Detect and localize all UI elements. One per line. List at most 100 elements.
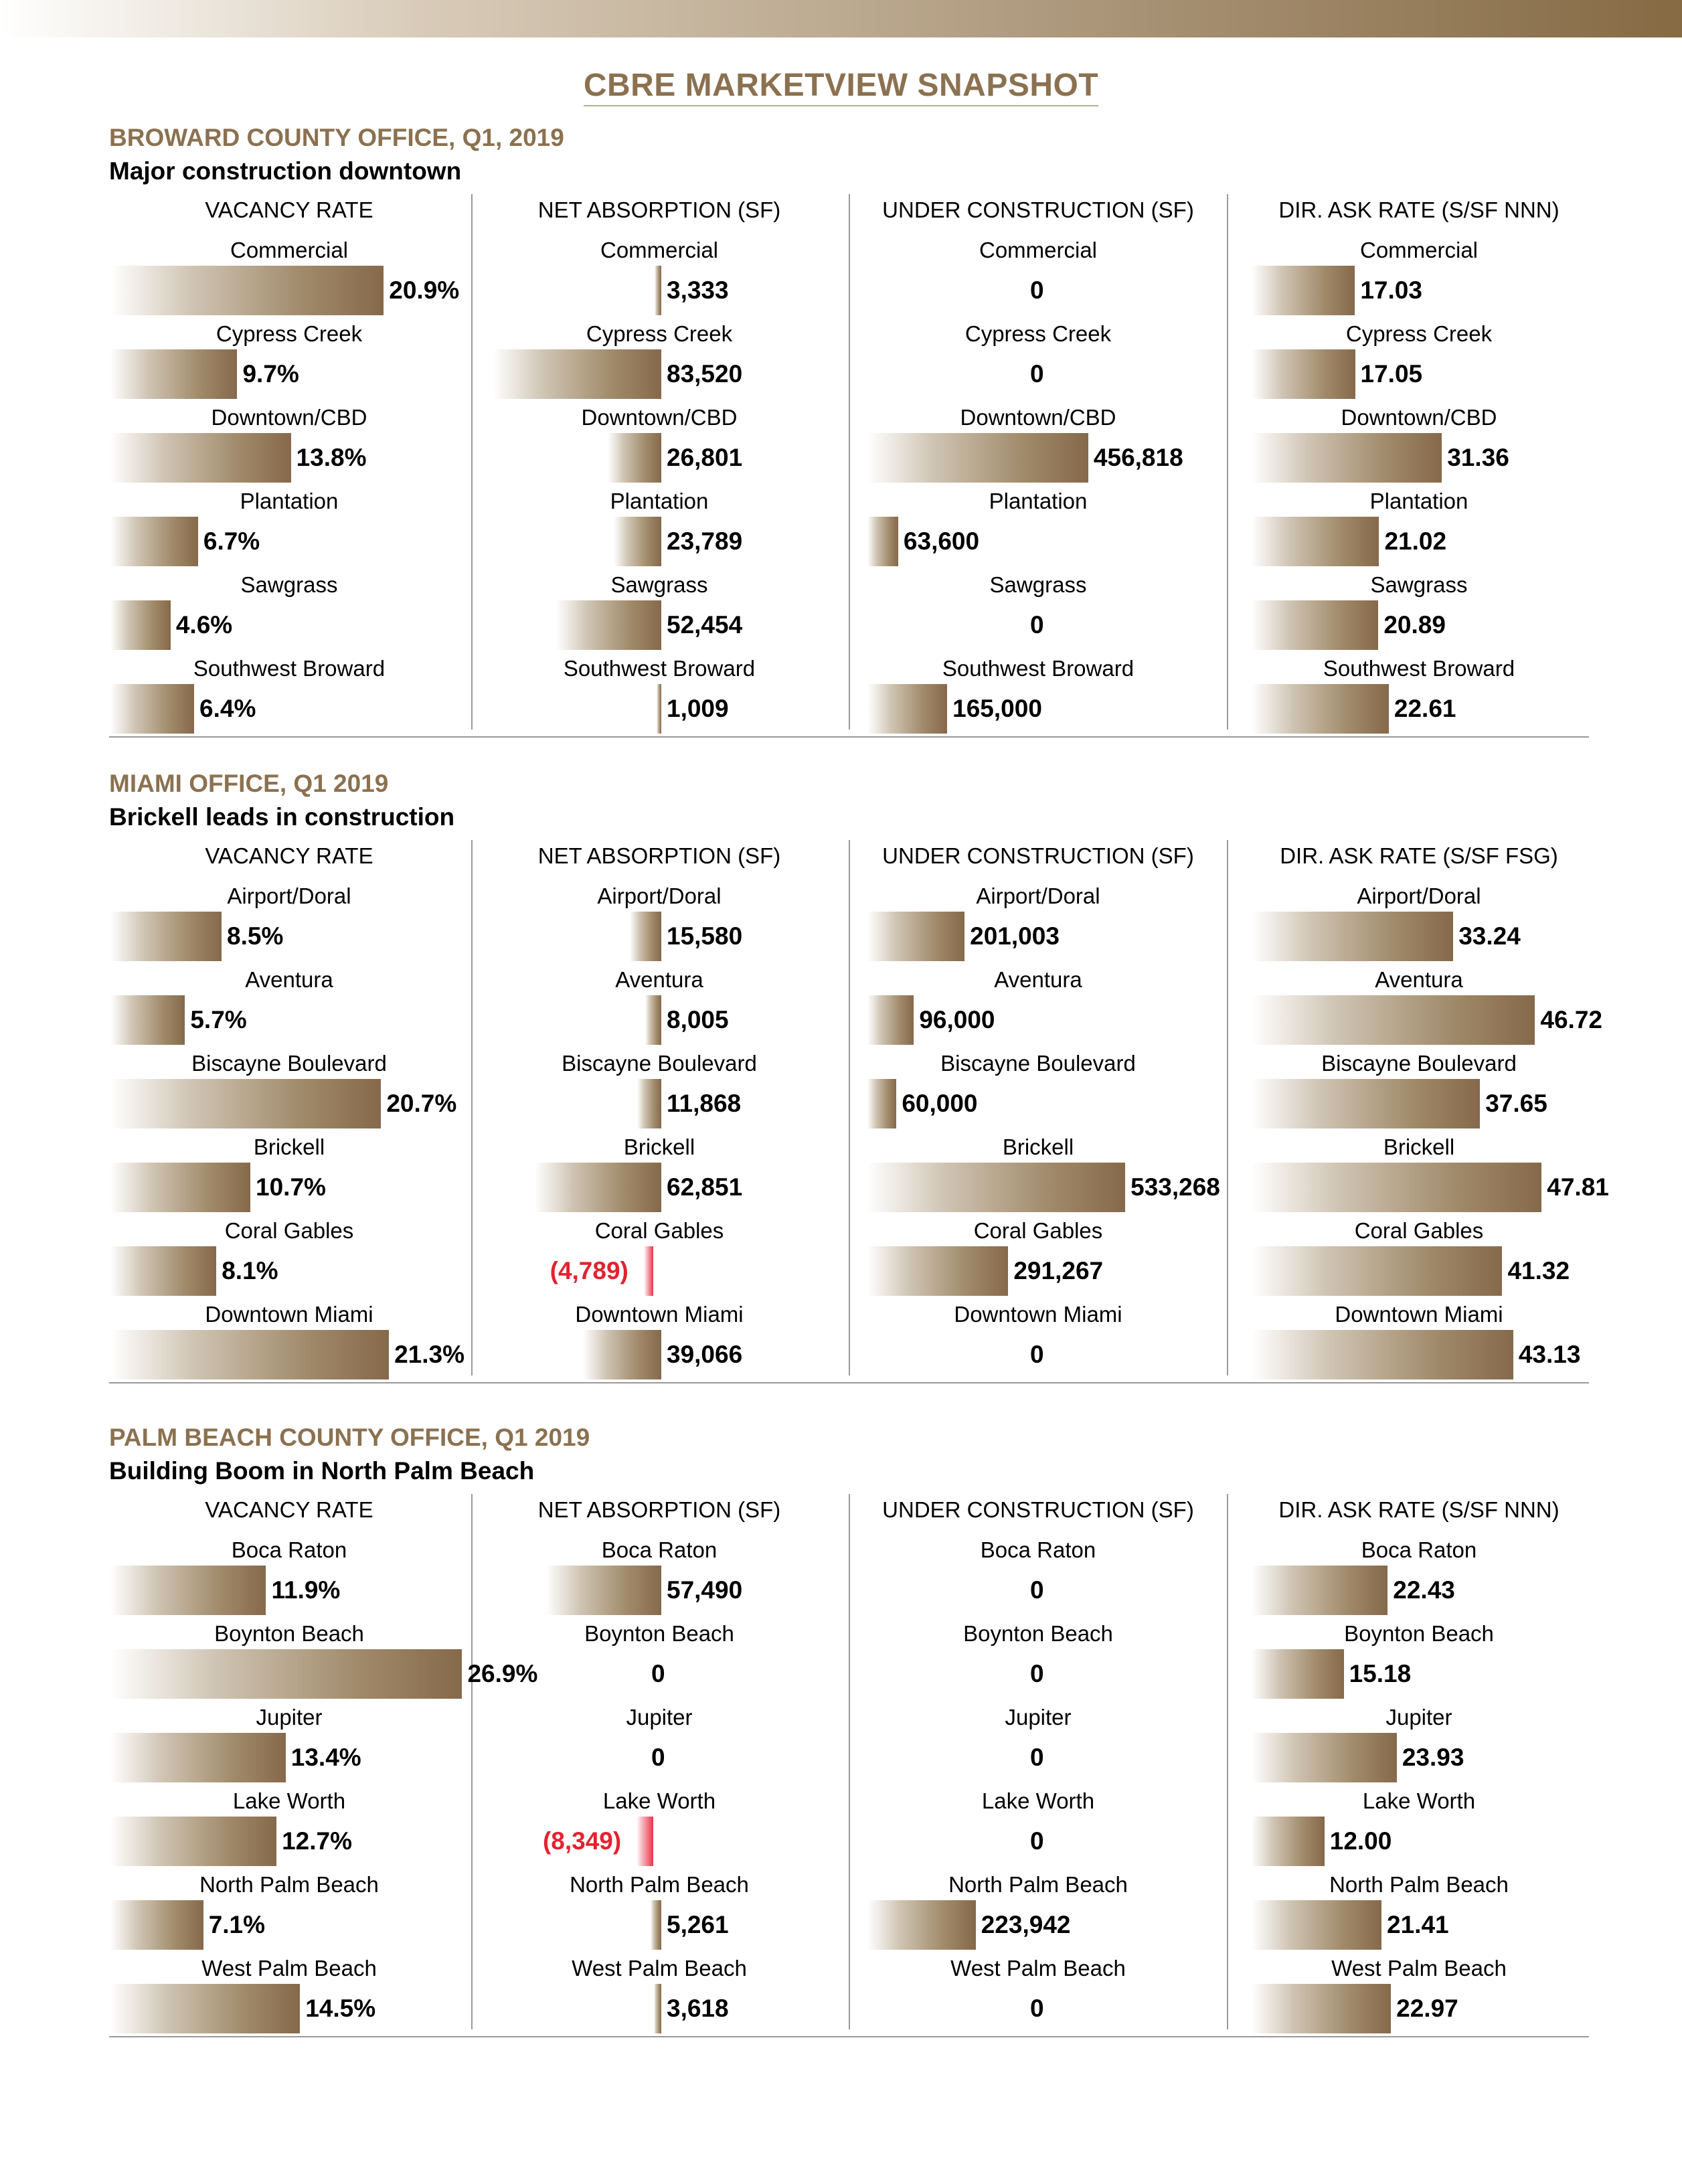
- category-label: Boca Raton: [980, 1537, 1096, 1562]
- category-label: Southwest Broward: [563, 656, 756, 681]
- data-label: 1,009: [667, 695, 729, 722]
- section-divider: [109, 1382, 1589, 1383]
- data-bar: [1252, 600, 1379, 650]
- data-label: 533,268: [1130, 1173, 1220, 1201]
- column-divider: [849, 194, 850, 730]
- data-bar: [1252, 1817, 1325, 1866]
- data-label: 15.18: [1349, 1660, 1412, 1687]
- category-label: Downtown Miami: [575, 1302, 744, 1327]
- category-label: Plantation: [610, 489, 709, 513]
- section-divider: [109, 2036, 1589, 2037]
- data-bar: [1252, 1330, 1513, 1379]
- section-subtitle: Brickell leads in construction: [109, 803, 455, 831]
- data-label: 5.7%: [190, 1006, 247, 1033]
- column-divider: [1227, 194, 1228, 730]
- category-label: Commercial: [979, 238, 1098, 262]
- category-label: Biscayne Boulevard: [562, 1051, 757, 1076]
- category-label: Lake Worth: [232, 1788, 346, 1813]
- category-label: Coral Gables: [224, 1218, 354, 1243]
- data-label: 63,600: [903, 527, 980, 555]
- category-label: Biscayne Boulevard: [940, 1051, 1136, 1076]
- panel-title: UNDER CONSTRUCTION (SF): [882, 843, 1194, 868]
- category-label: Sawgrass: [610, 572, 708, 597]
- data-label: 6.4%: [199, 695, 256, 722]
- data-label: 20.9%: [389, 276, 460, 304]
- data-bar: [110, 349, 238, 399]
- data-label: 0: [1030, 1341, 1044, 1368]
- data-label: 26,801: [667, 444, 743, 471]
- data-label: 22.43: [1393, 1576, 1455, 1604]
- data-label: 0: [1030, 1660, 1044, 1687]
- category-label: Boca Raton: [1361, 1537, 1477, 1562]
- data-bar: [110, 1984, 301, 2033]
- data-bar: [1252, 1163, 1542, 1212]
- data-label: 8.1%: [222, 1257, 278, 1284]
- data-bar: [110, 1566, 266, 1615]
- category-label: North Palm Beach: [1329, 1872, 1509, 1897]
- category-label: Downtown/CBD: [1341, 405, 1497, 430]
- category-label: North Palm Beach: [199, 1872, 379, 1897]
- category-label: Jupiter: [256, 1705, 323, 1730]
- category-label: Southwest Broward: [1323, 656, 1515, 681]
- data-label: 57,490: [667, 1576, 743, 1604]
- category-label: North Palm Beach: [948, 1872, 1128, 1897]
- panel-title: VACANCY RATE: [205, 197, 373, 222]
- data-label: 6.7%: [203, 527, 260, 555]
- data-bar: [535, 1163, 661, 1212]
- category-label: Downtown Miami: [205, 1302, 373, 1327]
- column-divider: [471, 194, 473, 730]
- category-label: Biscayne Boulevard: [1321, 1051, 1517, 1076]
- category-label: Plantation: [240, 489, 339, 513]
- category-label: Cypress Creek: [964, 321, 1112, 346]
- category-label: Brickell: [253, 1135, 325, 1159]
- data-bar: [645, 995, 661, 1045]
- top-decorative-band: [0, 0, 1682, 37]
- data-label: 5,261: [667, 1911, 729, 1938]
- data-label: 0: [651, 1660, 665, 1687]
- data-bar: [630, 912, 661, 961]
- panel-title: NET ABSORPTION (SF): [537, 197, 781, 222]
- data-bar: [867, 517, 898, 566]
- category-label: Airport/Doral: [597, 884, 722, 908]
- category-label: Jupiter: [1005, 1705, 1072, 1730]
- category-label: Aventura: [994, 967, 1082, 992]
- category-label: Coral Gables: [1354, 1218, 1484, 1243]
- category-label: Brickell: [623, 1135, 695, 1159]
- panel-title: DIR. ASK RATE (S/SF NNN): [1278, 1497, 1560, 1522]
- page-title: CBRE MARKETVIEW SNAPSHOT: [0, 67, 1682, 106]
- category-label: Boynton Beach: [963, 1621, 1113, 1646]
- category-label: Aventura: [1375, 967, 1463, 992]
- data-bar: [1252, 912, 1454, 961]
- data-bar: [1252, 1900, 1382, 1950]
- data-label: 3,333: [667, 276, 729, 304]
- category-label: Coral Gables: [594, 1218, 724, 1243]
- category-label: Sawgrass: [989, 572, 1087, 597]
- data-label: 11,868: [667, 1090, 742, 1117]
- category-label: Lake Worth: [981, 1788, 1095, 1813]
- data-bar: [867, 1900, 976, 1950]
- data-label: 21.3%: [394, 1341, 465, 1368]
- data-bar: [1252, 1566, 1388, 1615]
- data-bar: [110, 1246, 217, 1296]
- data-label: 0: [1030, 360, 1044, 388]
- data-bar: [110, 684, 195, 734]
- data-bar: [637, 1079, 661, 1128]
- data-label: 43.13: [1518, 1341, 1581, 1368]
- column-divider: [471, 840, 473, 1375]
- data-label: 46.72: [1540, 1006, 1602, 1033]
- data-label: 223,942: [981, 1911, 1071, 1938]
- data-label: 31.36: [1447, 444, 1509, 471]
- category-label: Southwest Broward: [942, 656, 1134, 681]
- category-label: Airport/Doral: [227, 884, 351, 908]
- category-label: Southwest Broward: [193, 656, 386, 681]
- data-bar: [110, 1649, 462, 1699]
- category-label: Lake Worth: [602, 1788, 716, 1813]
- data-label: 17.03: [1360, 276, 1422, 304]
- panel-title: DIR. ASK RATE (S/SF NNN): [1278, 197, 1560, 222]
- category-label: Boynton Beach: [1344, 1621, 1494, 1646]
- data-bar: [1252, 1246, 1503, 1296]
- data-label: 26.9%: [467, 1660, 538, 1687]
- data-label: 22.97: [1396, 1995, 1458, 2022]
- category-label: Aventura: [615, 967, 703, 992]
- data-bar: [867, 912, 965, 961]
